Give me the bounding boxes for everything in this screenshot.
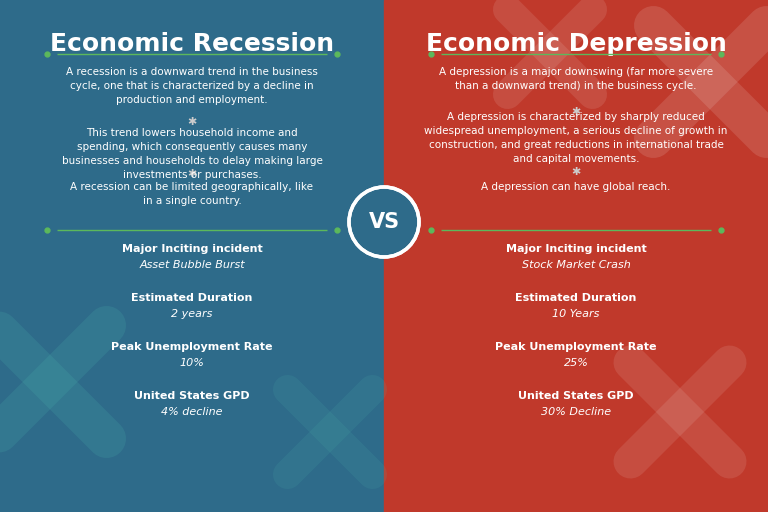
- Text: A recession can be limited geographically, like
in a single country.: A recession can be limited geographicall…: [71, 182, 313, 206]
- Text: Estimated Duration: Estimated Duration: [515, 293, 637, 303]
- Text: United States GPD: United States GPD: [518, 391, 634, 401]
- Text: ✱: ✱: [571, 107, 581, 117]
- Text: Economic Recession: Economic Recession: [50, 32, 334, 56]
- Text: ✱: ✱: [571, 167, 581, 177]
- Text: A depression is characterized by sharply reduced
widespread unemployment, a seri: A depression is characterized by sharply…: [424, 112, 728, 164]
- Circle shape: [349, 187, 419, 257]
- Text: A depression is a major downswing (far more severe
than a downward trend) in the: A depression is a major downswing (far m…: [439, 67, 713, 91]
- Text: Economic Depression: Economic Depression: [425, 32, 727, 56]
- Text: 2 years: 2 years: [171, 309, 213, 319]
- Text: Estimated Duration: Estimated Duration: [131, 293, 253, 303]
- Text: Stock Market Crash: Stock Market Crash: [521, 260, 631, 270]
- Text: This trend lowers household income and
spending, which consequently causes many
: This trend lowers household income and s…: [61, 128, 323, 180]
- Text: A recession is a downward trend in the business
cycle, one that is characterized: A recession is a downward trend in the b…: [66, 67, 318, 105]
- Text: United States GPD: United States GPD: [134, 391, 250, 401]
- Bar: [384, 0, 768, 512]
- Text: Major Inciting incident: Major Inciting incident: [505, 244, 647, 254]
- Text: 4% decline: 4% decline: [161, 407, 223, 417]
- Text: 10%: 10%: [180, 358, 204, 368]
- Text: 25%: 25%: [564, 358, 588, 368]
- Text: 30% Decline: 30% Decline: [541, 407, 611, 417]
- Text: Peak Unemployment Rate: Peak Unemployment Rate: [495, 342, 657, 352]
- Text: Asset Bubble Burst: Asset Bubble Burst: [139, 260, 245, 270]
- Text: Peak Unemployment Rate: Peak Unemployment Rate: [111, 342, 273, 352]
- Text: VS: VS: [369, 212, 399, 232]
- Text: ✱: ✱: [187, 117, 197, 127]
- Bar: [0, 0, 384, 512]
- Text: ✱: ✱: [187, 169, 197, 179]
- Text: 10 Years: 10 Years: [552, 309, 600, 319]
- Text: A depression can have global reach.: A depression can have global reach.: [482, 182, 670, 192]
- Text: Major Inciting incident: Major Inciting incident: [121, 244, 263, 254]
